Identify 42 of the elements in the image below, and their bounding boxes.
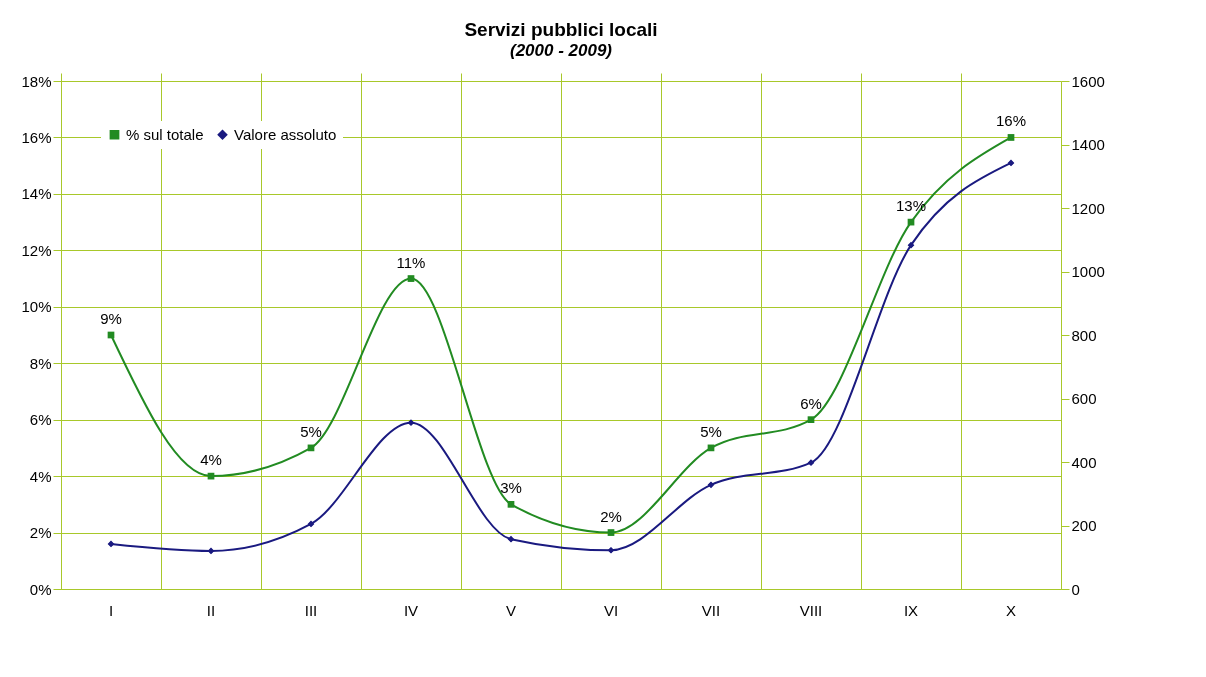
x-tick-label: VII (701, 601, 721, 619)
legend-label: Valore assoluto (234, 125, 337, 143)
legend-label: % sul totale (126, 125, 204, 143)
x-tick-label: I (108, 601, 114, 619)
x-tick-label: IX (903, 601, 919, 619)
data-label: 2% (600, 507, 622, 525)
x-tick-label: VI (603, 601, 619, 619)
y2-tick-label: 1200 (1071, 199, 1105, 217)
data-label: 5% (700, 422, 722, 440)
y-tick-label: 4% (29, 467, 52, 485)
y-tick-label: 10% (21, 298, 52, 316)
y2-tick-label: 0 (1071, 580, 1080, 598)
x-tick-label: V (505, 601, 517, 619)
y-tick-label: 6% (29, 411, 52, 429)
x-tick-label: X (1005, 601, 1017, 619)
x-tick-label: IV (403, 601, 419, 619)
y2-tick-label: 1000 (1071, 263, 1105, 280)
data-label: 5% (300, 422, 322, 440)
data-label: 11% (396, 253, 426, 271)
data-label: 6% (800, 394, 822, 412)
y-tick-label: 18% (21, 72, 52, 90)
y-tick-label: 2% (29, 524, 52, 542)
y2-tick-label: 1400 (1071, 136, 1105, 153)
y2-tick-label: 1600 (1071, 72, 1105, 90)
data-label: 9% (100, 310, 122, 327)
chart-title: Servizi pubblici locali (464, 18, 658, 40)
x-tick-label: II (206, 601, 216, 619)
y2-tick-label: 200 (1071, 517, 1097, 534)
data-label: 16% (995, 112, 1027, 130)
y-tick-label: 12% (21, 241, 52, 259)
data-label: 4% (200, 451, 222, 469)
y2-tick-label: 800 (1071, 326, 1097, 344)
data-label: 3% (500, 479, 522, 497)
x-tick-label: VIII (799, 601, 823, 619)
y-tick-label: 14% (21, 185, 52, 203)
y-tick-label: 16% (21, 128, 52, 146)
x-tick-label: III (304, 601, 318, 619)
y2-tick-label: 400 (1071, 453, 1097, 471)
y-tick-label: 8% (29, 354, 52, 372)
y-tick-label: 0% (29, 580, 52, 598)
y2-tick-label: 600 (1071, 390, 1097, 407)
chart-subtitle: (2000 - 2009) (509, 40, 613, 60)
